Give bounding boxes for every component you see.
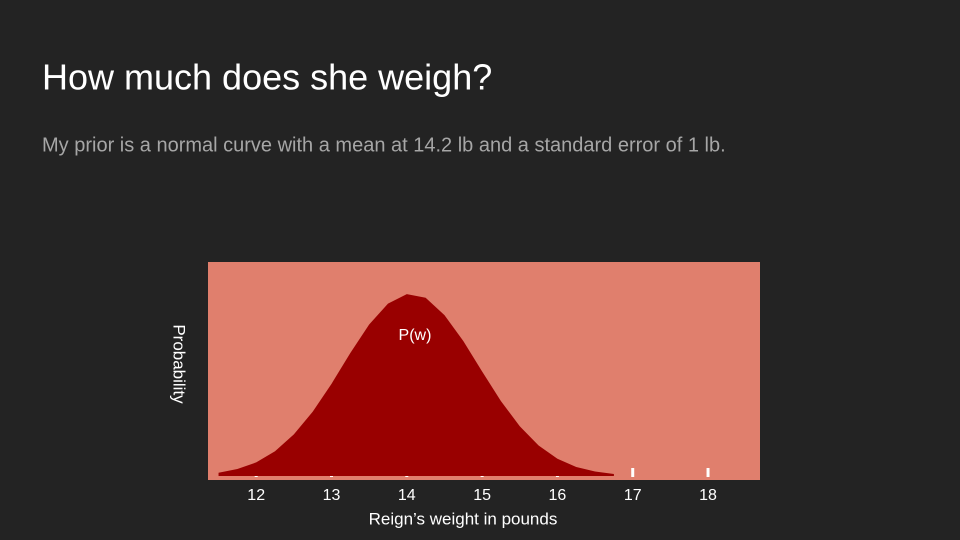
x-tick-label: 15	[473, 487, 491, 504]
x-tick-label: 14	[398, 487, 416, 504]
x-tick-label: 17	[624, 487, 642, 504]
slide-body: My prior is a normal curve with a mean a…	[42, 134, 726, 156]
x-axis-label: Reign’s weight in pounds	[369, 509, 558, 528]
x-tick-label: 13	[323, 487, 341, 504]
x-tick-label: 18	[699, 487, 717, 504]
slide-title: How much does she weigh?	[42, 57, 492, 98]
x-tick-label: 16	[549, 487, 567, 504]
y-axis-label: Probability	[170, 324, 189, 404]
x-tick-label: 12	[247, 487, 265, 504]
annotation: P(w)	[399, 327, 432, 344]
density-area	[218, 294, 614, 476]
